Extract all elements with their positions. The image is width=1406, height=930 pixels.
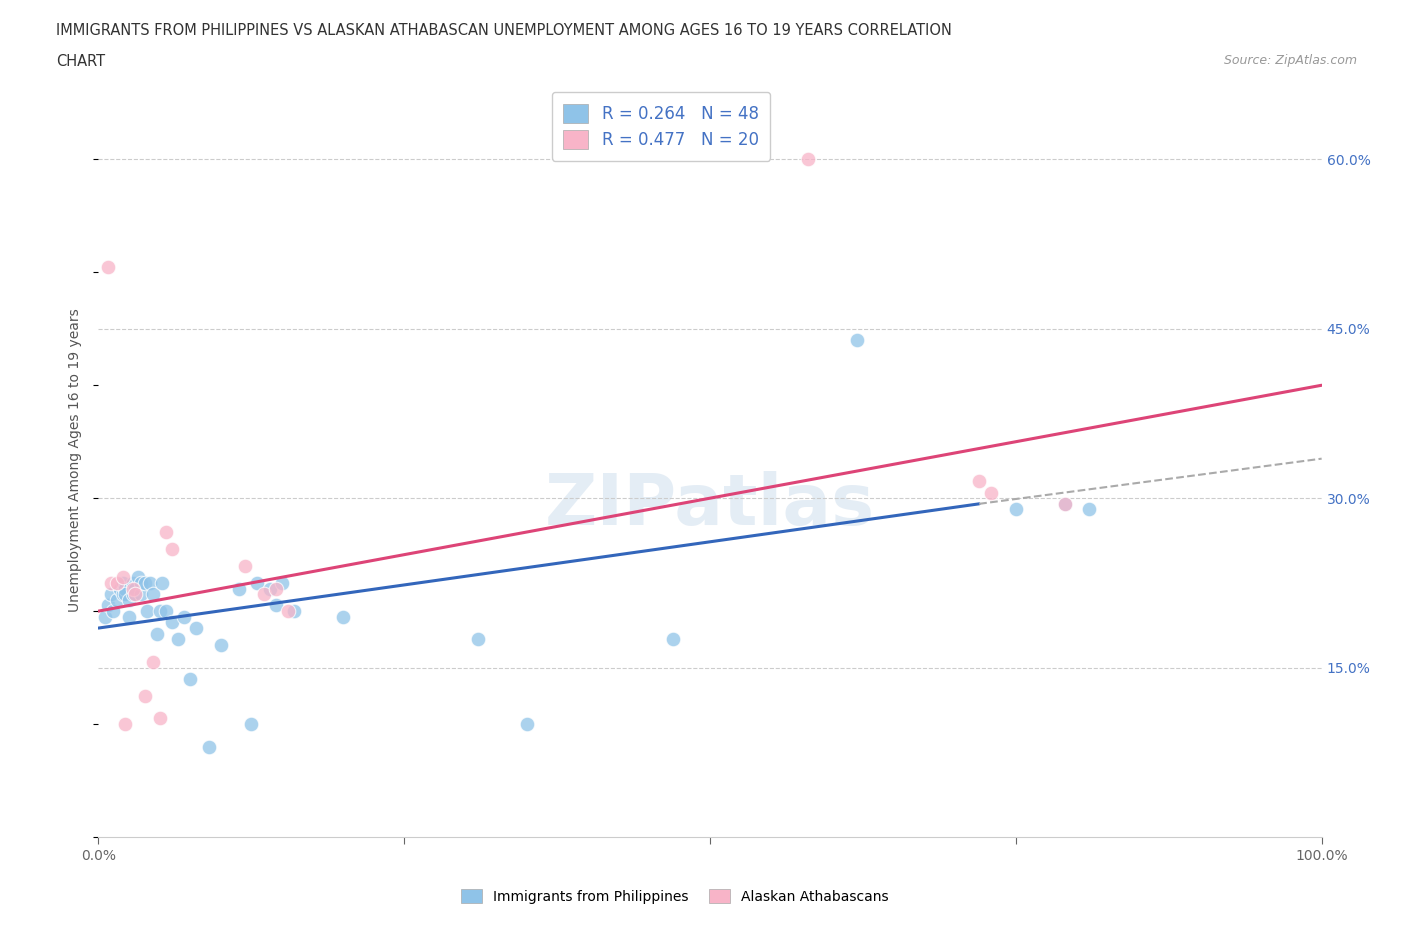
Point <box>100 587 122 602</box>
Point <box>264 598 287 613</box>
Point <box>149 604 172 618</box>
Point <box>277 604 299 618</box>
Point <box>111 576 134 591</box>
Point <box>101 604 124 618</box>
Point <box>121 581 143 596</box>
Point <box>980 485 1002 500</box>
Point <box>252 587 274 602</box>
Point <box>129 576 152 591</box>
Legend: Immigrants from Philippines, Alaskan Athabascans: Immigrants from Philippines, Alaskan Ath… <box>456 884 894 910</box>
Point <box>97 598 120 613</box>
Point <box>160 541 183 556</box>
Point <box>114 581 136 596</box>
Point <box>662 631 685 646</box>
Point <box>121 576 143 591</box>
Point <box>264 581 287 596</box>
Point <box>118 592 141 607</box>
Point <box>124 587 146 602</box>
Point <box>1078 502 1101 517</box>
Point <box>136 604 159 618</box>
Point <box>110 581 132 596</box>
Text: IMMIGRANTS FROM PHILIPPINES VS ALASKAN ATHABASCAN UNEMPLOYMENT AMONG AGES 16 TO : IMMIGRANTS FROM PHILIPPINES VS ALASKAN A… <box>56 23 952 38</box>
Point <box>228 581 250 596</box>
Point <box>129 587 152 602</box>
Point <box>146 626 169 641</box>
Point <box>1004 502 1026 517</box>
Point <box>155 525 177 539</box>
Point <box>124 581 146 596</box>
Point <box>155 604 177 618</box>
Point <box>111 570 134 585</box>
Text: ZIPatlas: ZIPatlas <box>546 472 875 540</box>
Point <box>114 587 136 602</box>
Point <box>139 576 162 591</box>
Point <box>114 717 136 732</box>
Point <box>240 717 263 732</box>
Point <box>97 259 120 274</box>
Point <box>270 576 294 591</box>
Text: Source: ZipAtlas.com: Source: ZipAtlas.com <box>1223 54 1357 67</box>
Point <box>797 152 820 166</box>
Point <box>259 581 281 596</box>
Point <box>134 576 156 591</box>
Point <box>233 559 256 574</box>
Point <box>100 576 122 591</box>
Point <box>515 717 537 732</box>
Point <box>150 576 173 591</box>
Point <box>105 576 128 591</box>
Point <box>93 609 115 624</box>
Point <box>127 570 149 585</box>
Point <box>197 739 219 754</box>
Point <box>332 609 354 624</box>
Point <box>105 592 128 607</box>
Point <box>111 587 134 602</box>
Point <box>967 473 990 488</box>
Y-axis label: Unemployment Among Ages 16 to 19 years: Unemployment Among Ages 16 to 19 years <box>69 309 83 612</box>
Point <box>118 609 141 624</box>
Point <box>283 604 305 618</box>
Point <box>1053 497 1076 512</box>
Point <box>149 711 172 725</box>
Point <box>173 609 195 624</box>
Point <box>121 587 143 602</box>
Text: CHART: CHART <box>56 54 105 69</box>
Point <box>209 638 232 653</box>
Point <box>142 655 165 670</box>
Point <box>467 631 489 646</box>
Point <box>167 631 190 646</box>
Point <box>142 587 165 602</box>
Point <box>179 671 201 686</box>
Point <box>160 615 183 630</box>
Point <box>845 333 868 348</box>
Point <box>134 688 156 703</box>
Point <box>186 620 208 635</box>
Legend: R = 0.264   N = 48, R = 0.477   N = 20: R = 0.264 N = 48, R = 0.477 N = 20 <box>551 92 770 161</box>
Point <box>1053 497 1076 512</box>
Point <box>246 576 269 591</box>
